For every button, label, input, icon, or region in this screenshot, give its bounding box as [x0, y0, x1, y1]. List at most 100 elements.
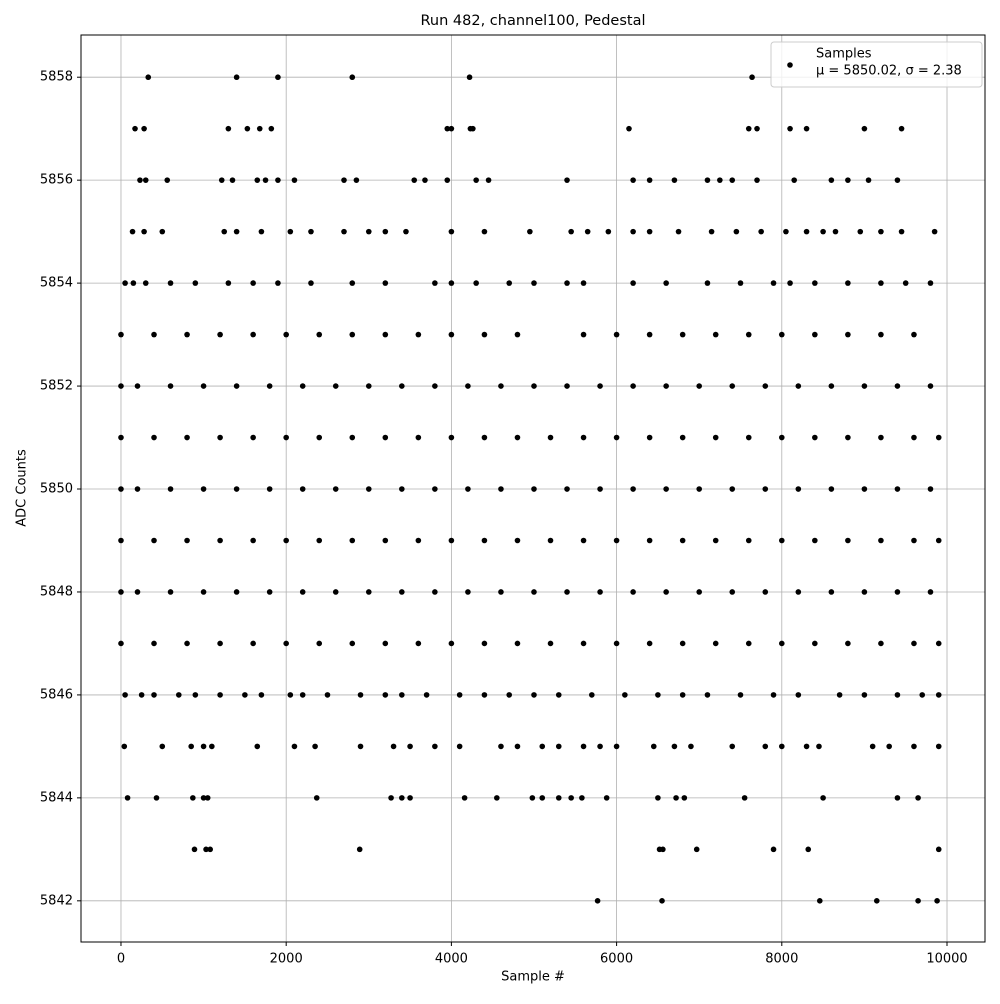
point	[787, 280, 793, 286]
point	[262, 177, 269, 183]
y-tick-label: 5850	[40, 482, 73, 497]
point	[898, 125, 905, 132]
point	[812, 537, 818, 544]
point	[266, 383, 273, 389]
point	[250, 640, 256, 647]
point	[415, 331, 422, 338]
point	[382, 537, 389, 544]
point	[812, 280, 818, 286]
point	[679, 434, 686, 441]
point	[805, 846, 812, 853]
point	[589, 692, 595, 698]
point	[207, 846, 213, 853]
point	[564, 280, 570, 286]
point	[461, 795, 468, 801]
point	[778, 640, 785, 647]
point	[514, 743, 521, 750]
point	[564, 589, 570, 595]
point	[153, 795, 160, 801]
point	[407, 795, 413, 801]
point	[141, 125, 147, 132]
point	[568, 228, 574, 235]
x-tick-label: 2000	[270, 952, 303, 967]
point	[865, 177, 872, 183]
point	[159, 228, 166, 235]
point	[506, 280, 513, 286]
point	[134, 589, 141, 595]
point	[192, 280, 199, 286]
point	[256, 125, 263, 132]
point	[770, 692, 777, 698]
point	[382, 434, 389, 441]
point	[332, 589, 339, 595]
point	[481, 228, 488, 235]
point	[584, 228, 591, 235]
point	[630, 228, 636, 235]
point	[266, 589, 273, 595]
point	[341, 228, 347, 235]
point	[225, 125, 232, 132]
point	[184, 640, 190, 647]
point	[580, 640, 587, 647]
point	[783, 228, 789, 235]
point	[762, 589, 769, 595]
point	[448, 331, 455, 338]
point	[233, 383, 240, 389]
point	[151, 640, 157, 647]
point	[762, 383, 769, 389]
point	[861, 589, 868, 595]
legend-marker	[787, 62, 793, 68]
point	[200, 589, 207, 595]
point	[737, 280, 744, 286]
point	[118, 640, 124, 647]
y-tick-label: 5842	[40, 893, 73, 908]
point	[448, 640, 455, 647]
point	[894, 795, 901, 801]
point	[448, 434, 455, 441]
point	[137, 177, 143, 183]
point	[151, 331, 157, 338]
point	[365, 383, 372, 389]
point	[579, 795, 585, 801]
point	[118, 537, 124, 544]
point	[712, 640, 719, 647]
point	[894, 692, 901, 698]
point	[456, 692, 463, 698]
point	[514, 434, 521, 441]
point	[432, 280, 438, 286]
point	[795, 383, 802, 389]
point	[130, 280, 137, 286]
point	[898, 228, 905, 235]
point	[712, 331, 719, 338]
point	[448, 280, 455, 286]
point	[142, 177, 149, 183]
point	[365, 589, 372, 595]
point	[485, 177, 492, 183]
point	[132, 125, 138, 132]
point	[200, 383, 207, 389]
point	[791, 177, 797, 183]
point	[663, 383, 669, 389]
point	[934, 898, 940, 904]
point	[349, 74, 356, 81]
point	[660, 846, 666, 853]
point	[688, 743, 694, 750]
point	[473, 177, 479, 183]
point	[935, 743, 942, 750]
point	[778, 331, 785, 338]
point	[613, 537, 620, 544]
point	[244, 125, 251, 132]
point	[283, 331, 289, 338]
point	[399, 795, 405, 801]
point	[275, 280, 281, 286]
point	[861, 125, 868, 132]
point	[332, 486, 339, 492]
point	[465, 486, 471, 492]
point	[514, 537, 521, 544]
point	[411, 177, 418, 183]
point	[382, 640, 389, 647]
point	[399, 486, 405, 492]
point	[580, 537, 587, 544]
point	[204, 795, 211, 801]
